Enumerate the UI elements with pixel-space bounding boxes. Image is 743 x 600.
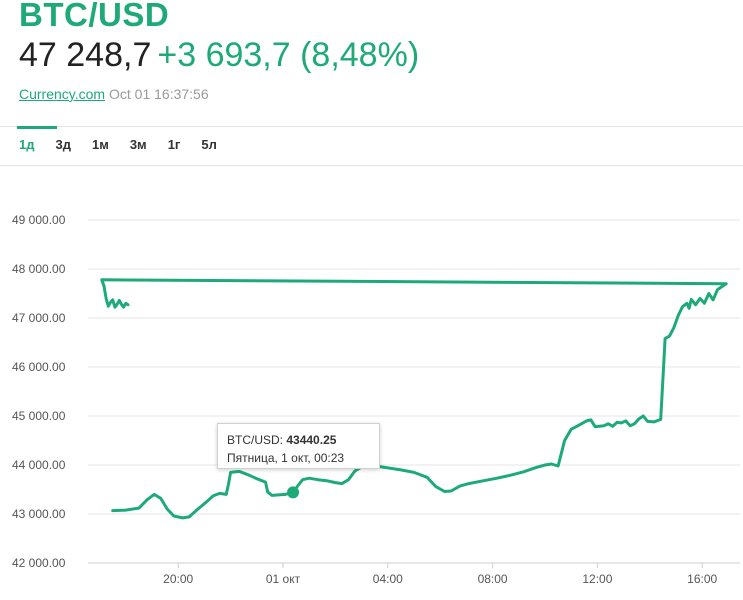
highlight-point [287, 486, 300, 499]
tab-1d[interactable]: 1д [16, 126, 59, 154]
tab-5y[interactable]: 5л [201, 137, 217, 152]
timestamp: Oct 01 16:37:56 [108, 86, 209, 102]
page-title: BTC/USD [19, 0, 170, 33]
chart-tooltip: BTC/USD: 43440.25 Пятница, 1 окт, 00:23 [217, 423, 380, 469]
tab-1m[interactable]: 1м [91, 137, 109, 152]
source-link[interactable]: Currency.com [19, 86, 106, 102]
x-tick-label: 16:00 [687, 572, 717, 586]
y-tick-label: 47 000.00 [12, 311, 66, 325]
x-tick-label: 20:00 [163, 572, 193, 586]
tab-3d[interactable]: 3д [55, 137, 71, 152]
x-tick-label: 01 окт [266, 572, 301, 586]
y-tick-label: 48 000.00 [12, 262, 66, 276]
quote-line: 47 248,7 +3 693,7 (8,48%) [19, 36, 419, 75]
x-tick-label: 12:00 [582, 572, 612, 586]
source-line: Currency.com Oct 01 16:37:56 [19, 86, 209, 102]
tooltip-date: Пятница, 1 окт, 00:23 [227, 451, 345, 465]
price-series-line [100, 278, 728, 520]
tab-3m[interactable]: 3м [129, 137, 147, 152]
y-tick-label: 46 000.00 [12, 360, 66, 374]
tooltip-value: 43440.25 [286, 433, 337, 447]
price-change: +3 693,7 (8,48%) [157, 36, 420, 74]
tabs-bottom-divider [0, 165, 743, 166]
y-tick-label: 45 000.00 [12, 409, 66, 423]
y-tick-label: 49 000.00 [12, 213, 66, 227]
current-price: 47 248,7 [19, 36, 152, 74]
tooltip-series-label: BTC/USD: [227, 433, 284, 447]
range-tabs: 1д 3д 1м 3м 1г 5л [16, 126, 238, 154]
y-tick-label: 42 000.00 [12, 556, 66, 570]
y-tick-label: 44 000.00 [12, 458, 66, 472]
tooltip-value-row: BTC/USD: 43440.25 [227, 431, 379, 449]
y-tick-label: 43 000.00 [12, 507, 66, 521]
x-tick-label: 04:00 [373, 572, 403, 586]
x-tick-label: 08:00 [478, 572, 508, 586]
tab-1y[interactable]: 1г [167, 137, 181, 152]
tabs-top-divider [0, 126, 743, 127]
